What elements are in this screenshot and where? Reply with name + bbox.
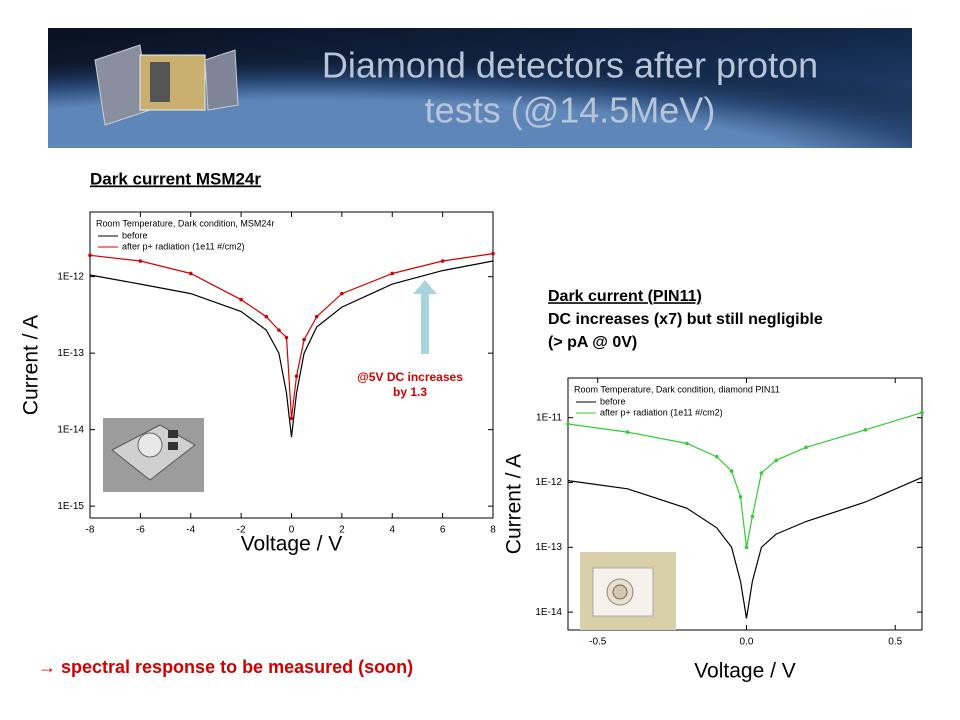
x-tick-label: 0.0 — [740, 637, 754, 648]
legend-label: after p+ radiation (1e11 #/cm2) — [600, 407, 723, 417]
legend-label: before — [122, 230, 148, 240]
x-axis-label: Voltage / V — [694, 660, 796, 683]
title-banner: Diamond detectors after proton tests (@1… — [48, 28, 912, 148]
x-tick-label: -8 — [86, 525, 95, 536]
x-tick-label: 6 — [440, 525, 446, 536]
chart: 1E-15 1E-14 1E-13 1E-12 -8 -6 -4 -2 0 2 4 6 8 Voltage… — [20, 211, 496, 556]
series-marker — [302, 337, 306, 342]
legend-title: Room Temperature, Dark condition, diamon… — [574, 384, 780, 394]
series-marker — [759, 471, 764, 475]
y-tick-label: 1E-12 — [535, 477, 562, 488]
series-marker — [88, 253, 92, 258]
y-tick-label: 1E-13 — [57, 348, 84, 359]
series-marker — [440, 259, 445, 263]
x-tick-label: 0.5 — [888, 637, 902, 648]
x-tick-label: 2 — [339, 525, 345, 536]
series-marker — [744, 545, 749, 550]
series-marker — [863, 428, 868, 432]
x-tick-label: -4 — [186, 525, 195, 536]
arrow — [413, 280, 437, 354]
series-marker — [294, 374, 299, 378]
series-marker — [774, 458, 779, 463]
left-heading: Dark current MSM24r — [90, 169, 261, 188]
series-line — [89, 253, 494, 419]
series-marker — [340, 291, 344, 296]
plot-frame — [567, 377, 923, 631]
series-marker — [289, 416, 294, 421]
series-marker — [491, 251, 495, 256]
y-tick-label: 1E-15 — [57, 501, 84, 512]
y-tick-label: 1E-14 — [57, 424, 84, 435]
legend-title: Room Temperature, Dark condition, MSM24r — [96, 218, 274, 228]
right-heading: Dark current (PIN11) — [548, 288, 702, 305]
series-marker — [277, 328, 281, 332]
series-marker — [804, 445, 808, 450]
series-line — [567, 476, 923, 619]
series-marker — [750, 514, 755, 519]
series-marker — [284, 335, 289, 340]
right-heading: DC increases (x7) but still negligible — [548, 311, 823, 328]
x-tick-label: -2 — [237, 525, 246, 536]
series-marker — [714, 454, 719, 459]
y-axis-label: Current / A — [503, 454, 526, 554]
series-marker — [314, 314, 319, 319]
series-marker — [625, 430, 630, 434]
title-line: Diamond detectors after proton — [322, 45, 818, 86]
annotation: by 1.3 — [393, 385, 427, 399]
y-tick-label: 1E-11 — [536, 412, 562, 423]
series-marker — [566, 422, 570, 426]
annotation: @5V DC increases — [357, 370, 463, 384]
y-tick-label: 1E-14 — [535, 607, 562, 618]
x-tick-label: 4 — [389, 525, 395, 536]
series-marker — [264, 314, 269, 319]
x-tick-label: 8 — [490, 525, 496, 536]
x-tick-label: 0 — [289, 525, 295, 536]
charts: 1E-15 1E-14 1E-13 1E-12 -8 -6 -4 -2 0 2 4 6 8 Voltage… — [20, 211, 924, 683]
series-line — [89, 260, 494, 438]
series-marker — [738, 495, 743, 499]
x-axis-label: Voltage / V — [241, 533, 343, 556]
y-tick-label: 1E-13 — [535, 542, 562, 553]
series-marker — [390, 271, 395, 276]
series-marker — [188, 271, 193, 276]
x-tick-label: -6 — [136, 525, 145, 536]
legend-label: before — [600, 396, 626, 406]
series-marker — [920, 410, 924, 415]
right-heading: (> pA @ 0V) — [548, 334, 637, 351]
satellite — [94, 44, 239, 126]
series-marker — [685, 441, 689, 446]
y-axis-label: Current / A — [20, 315, 43, 415]
title-line: tests (@14.5MeV) — [425, 90, 716, 131]
y-tick-label: 1E-12 — [57, 271, 84, 282]
chart: 1E-14 1E-13 1E-12 1E-11 -0.5 0.0 0.5 Voltage / … — [503, 377, 924, 683]
legend-label: after p+ radiation (1e11 #/cm2) — [122, 241, 245, 251]
x-tick-label: -0.5 — [589, 637, 607, 648]
conclusion: → spectral response to be measured (soon… — [38, 657, 413, 677]
series-line — [567, 412, 923, 548]
photo — [580, 552, 676, 630]
photo — [103, 418, 204, 492]
series-marker — [239, 297, 243, 302]
series-marker — [138, 259, 143, 263]
series-marker — [729, 469, 734, 473]
